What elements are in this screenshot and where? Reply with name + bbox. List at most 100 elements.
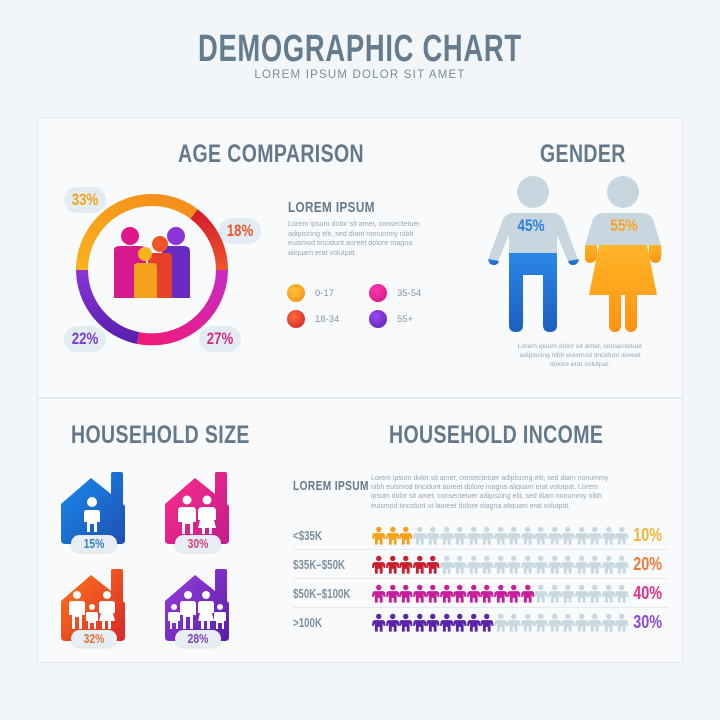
person-icon <box>534 555 548 574</box>
person-icon <box>574 613 588 632</box>
household-size-title: HOUSEHOLD SIZE <box>71 421 250 449</box>
legend-35-54: 35-54 <box>369 284 421 302</box>
person-icon <box>601 613 615 632</box>
person-icon <box>426 555 440 574</box>
house-3-pct: 32% <box>71 630 117 647</box>
person-icon <box>399 584 413 603</box>
person-icon <box>507 555 521 574</box>
household-income-title: HOUSEHOLD INCOME <box>389 421 604 449</box>
section-divider <box>37 397 683 399</box>
person-icon <box>547 526 561 545</box>
person-icon <box>466 555 480 574</box>
person-icon <box>399 613 413 632</box>
person-icon <box>615 555 629 574</box>
pictogram-people <box>372 555 629 575</box>
page-title: DEMOGRAPHIC CHART <box>198 28 522 70</box>
legend-18-34: 18-34 <box>287 310 339 328</box>
person-icon <box>399 555 413 574</box>
income-row-35k-50k: $35K–$50K 20% <box>293 551 668 579</box>
income-row-pct: 40% <box>633 583 662 603</box>
person-icon <box>453 526 467 545</box>
person-icon <box>453 555 467 574</box>
gender-lorem-text: Lorem ipsum dolor sit amet, consectetuer… <box>517 343 643 368</box>
person-icon <box>453 613 467 632</box>
house-1-person-icon <box>61 472 125 544</box>
person-icon <box>439 584 453 603</box>
person-icon <box>588 555 602 574</box>
person-icon <box>412 526 426 545</box>
house-2-pct: 30% <box>175 535 221 552</box>
person-icon <box>547 584 561 603</box>
person-icon <box>615 613 629 632</box>
person-icon <box>507 613 521 632</box>
person-icon <box>534 526 548 545</box>
house-4-people-icon <box>165 569 229 641</box>
age-section-title: AGE COMPARISON <box>178 140 365 168</box>
person-icon <box>507 584 521 603</box>
income-row-over-100k: >100K 30% <box>293 609 668 637</box>
person-icon <box>426 526 440 545</box>
legend-dot-red <box>287 310 305 328</box>
income-row-label: >100K <box>293 616 323 630</box>
person-icon <box>453 584 467 603</box>
person-icon <box>561 584 575 603</box>
age-pct-0-17: 33% <box>64 187 106 213</box>
person-icon <box>385 555 399 574</box>
house-4-pct: 28% <box>175 630 221 647</box>
age-donut-chart <box>76 194 228 346</box>
income-lorem-text: Lorem ipsum dolor sit amet, consectetuer… <box>371 475 609 510</box>
person-icon <box>520 584 534 603</box>
person-icon <box>385 526 399 545</box>
person-icon <box>534 613 548 632</box>
donut-segment-0-17 <box>76 194 198 271</box>
person-icon <box>601 555 615 574</box>
legend-0-17: 0-17 <box>287 284 334 302</box>
age-pct-18-34: 18% <box>219 218 261 244</box>
person-icon <box>561 613 575 632</box>
age-pct-55plus: 22% <box>64 326 106 352</box>
person-icon <box>520 526 534 545</box>
female-figure-icon <box>585 176 662 332</box>
person-icon <box>439 613 453 632</box>
person-icon <box>601 526 615 545</box>
age-lorem-text: Lorem ipsum dolor sit amet, consectetuer… <box>288 219 420 257</box>
person-icon <box>466 526 480 545</box>
income-row-label: $35K–$50K <box>293 558 346 572</box>
income-row-label: <$35K <box>293 529 323 543</box>
house-2-people-icon <box>165 472 229 544</box>
header: DEMOGRAPHIC CHART LOREM IPSUM DOLOR SIT … <box>0 28 720 81</box>
person-icon <box>385 584 399 603</box>
person-icon <box>426 613 440 632</box>
age-pct-35-54: 27% <box>199 326 241 352</box>
person-icon <box>412 584 426 603</box>
income-row-pct: 10% <box>633 525 662 545</box>
person-icon <box>372 584 386 603</box>
person-icon <box>534 584 548 603</box>
person-icon <box>466 613 480 632</box>
house-1-pct: 15% <box>71 535 117 552</box>
infographic-frame <box>37 117 683 663</box>
pictogram-people <box>372 526 629 546</box>
person-icon <box>466 584 480 603</box>
person-icon <box>439 526 453 545</box>
legend-dot-purple <box>369 310 387 328</box>
person-icon <box>615 584 629 603</box>
person-icon <box>399 526 413 545</box>
person-icon <box>480 526 494 545</box>
legend-dot-orange <box>287 284 305 302</box>
gender-section-title: GENDER <box>540 140 626 168</box>
male-pct: 45% <box>517 216 545 235</box>
person-icon <box>493 555 507 574</box>
age-lorem-heading: LOREM IPSUM <box>288 199 375 216</box>
income-row-under-35k: <$35K 10% <box>293 522 668 550</box>
donut-segment-35-54 <box>136 269 228 346</box>
income-row-pct: 30% <box>633 612 662 632</box>
house-3-people-icon <box>61 569 125 641</box>
person-icon <box>372 555 386 574</box>
person-icon <box>493 526 507 545</box>
male-figure-icon <box>488 176 579 332</box>
person-icon <box>412 555 426 574</box>
income-row-pct: 20% <box>633 554 662 574</box>
person-icon <box>561 526 575 545</box>
person-icon <box>588 613 602 632</box>
